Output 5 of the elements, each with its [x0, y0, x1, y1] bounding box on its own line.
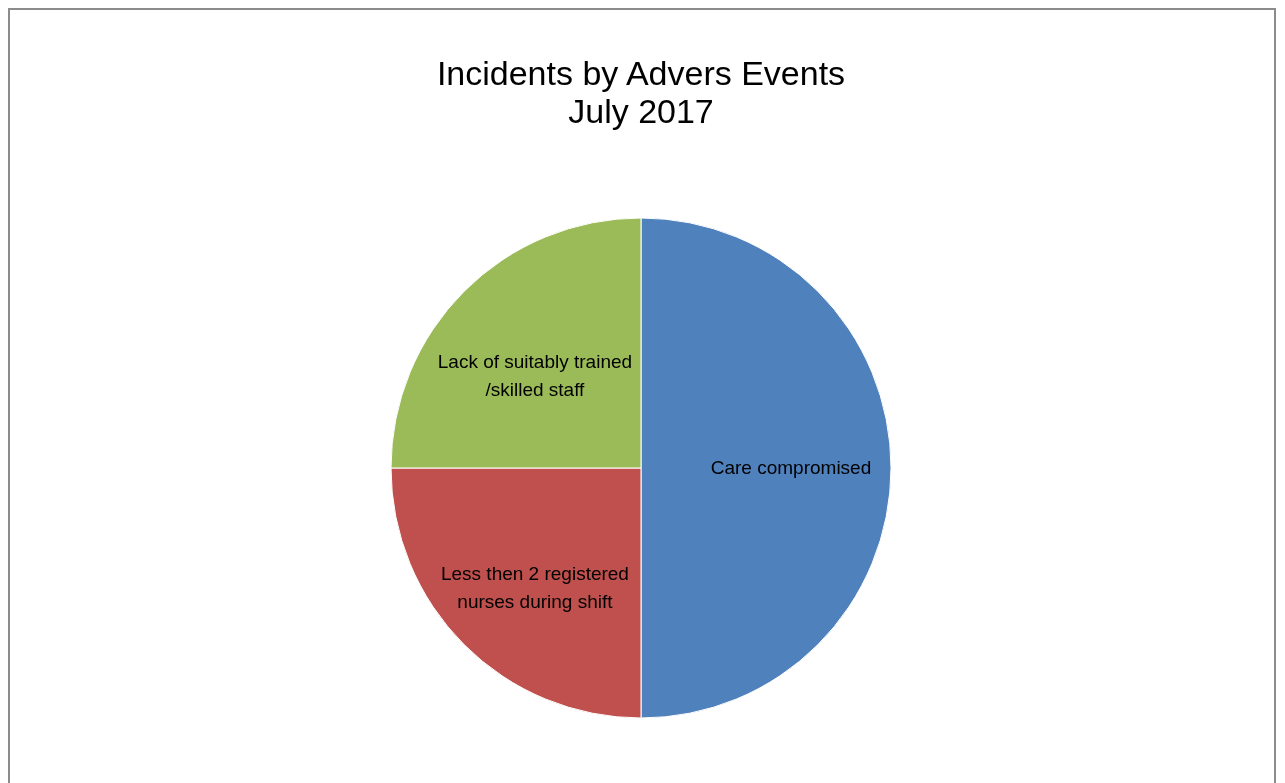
slice-label: Less then 2 registered nurses during shift [440, 563, 629, 613]
chart-title: Incidents by Advers Events [436, 54, 846, 92]
slice-label: Care compromised [710, 457, 872, 478]
slice-label: Lack of suitably trained /skilled staff [437, 350, 633, 400]
chart-subtitle: July 2017 [568, 92, 714, 130]
